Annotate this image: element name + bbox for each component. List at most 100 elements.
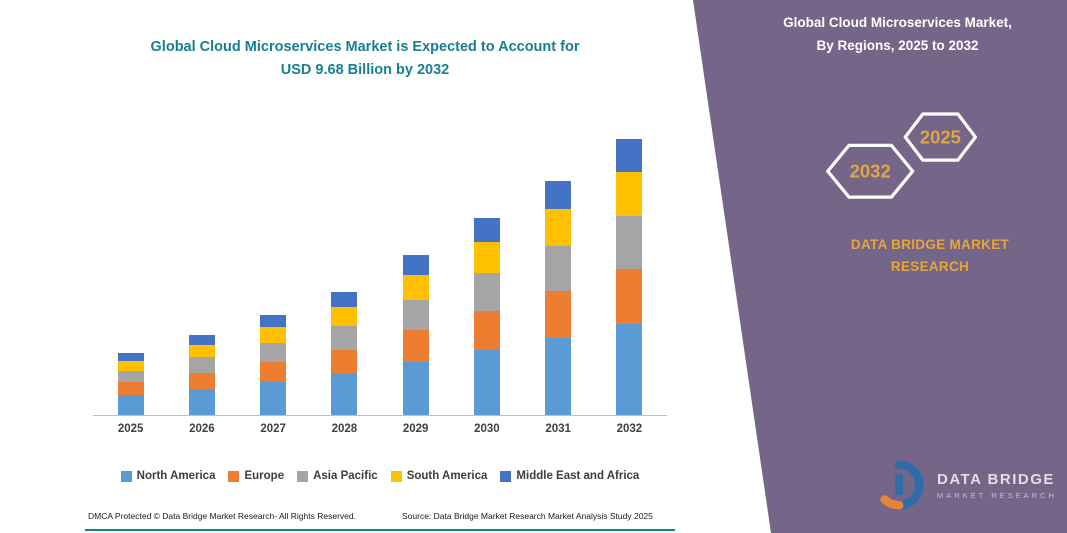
stacked-bar-2031	[545, 181, 572, 415]
data-bridge-logo-icon	[880, 460, 924, 510]
bar-group	[594, 120, 665, 415]
bar-group	[380, 120, 451, 415]
bar-group	[238, 120, 309, 415]
bar-group	[523, 120, 594, 415]
stacked-bar-2029	[402, 255, 429, 415]
bar-segment	[117, 360, 144, 371]
data-bridge-logo: DATA BRIDGE MARKET RESEARCH	[878, 460, 1057, 510]
bar-segment	[545, 181, 572, 210]
x-tick-label: 2028	[331, 423, 358, 435]
panel-heading: Global Cloud Microservices Market, By Re…	[745, 12, 1050, 58]
bar-segment	[545, 209, 572, 247]
x-axis-labels: 2025 2026 2027 2028 2029 2030 2031 2032	[95, 423, 665, 435]
bar-segment	[188, 357, 215, 373]
bar-group	[166, 120, 237, 415]
hexagon-2025-label: 2025	[920, 127, 961, 148]
legend: North America Europe Asia Pacific South Ame…	[80, 470, 680, 482]
x-tick-label: 2027	[260, 423, 286, 435]
bar-segment	[402, 362, 429, 415]
x-tick-label: 2026	[189, 423, 215, 435]
bar-group	[309, 120, 380, 415]
bar-segment	[402, 300, 429, 331]
chart-title-line2: USD 9.68 Billion by 2032	[280, 62, 450, 79]
bar-segment	[473, 310, 500, 350]
bar-segment	[188, 335, 215, 345]
bar-segment	[473, 273, 500, 311]
bar-segment	[117, 394, 144, 415]
legend-swatch	[500, 470, 512, 482]
hexagon-2032-label: 2032	[850, 161, 891, 182]
bar-segment	[117, 353, 144, 361]
bar-segment	[117, 370, 144, 383]
bar-segment	[188, 388, 215, 415]
stacked-bar-2028	[331, 292, 358, 415]
bar-segment	[616, 216, 643, 269]
chart-title: Global Cloud Microservices Market is Exp…	[75, 36, 655, 82]
bar-segment	[473, 350, 500, 415]
x-tick-label: 2029	[402, 423, 429, 435]
brand-text: DATA BRIDGE MARKET RESEARCH	[815, 234, 1045, 279]
x-tick-label: 2025	[117, 423, 144, 435]
stacked-bar-2025	[117, 353, 144, 415]
chart-title-line1: Global Cloud Microservices Market is Exp…	[150, 39, 580, 55]
legend-item: Middle East and Africa	[500, 470, 639, 482]
bar-segment	[331, 306, 358, 327]
bar-segment	[616, 324, 643, 415]
bar-group	[451, 120, 522, 415]
bar-group	[95, 120, 166, 415]
hexagon-2032-shape	[826, 143, 915, 199]
stacked-bar-2027	[260, 315, 287, 415]
bar-segment	[117, 382, 144, 395]
bar-segment	[545, 337, 572, 415]
stacked-bar-2030	[473, 218, 500, 415]
legend-item: Europe	[228, 470, 284, 482]
bar-segment	[260, 326, 287, 343]
bar-segment	[545, 290, 572, 338]
legend-item: South America	[390, 470, 488, 482]
stacked-bar-2026	[188, 335, 215, 415]
bar-segment	[545, 246, 572, 291]
bar-segment	[260, 381, 287, 415]
bar-segment	[473, 242, 500, 274]
bar-segment	[331, 374, 358, 415]
logo-texts: DATA BRIDGE MARKET RESEARCH	[937, 471, 1057, 500]
legend-label: South America	[406, 470, 488, 482]
logo-subtitle: MARKET RESEARCH	[937, 490, 1057, 500]
legend-label: Asia Pacific	[313, 470, 378, 482]
year-hexagons: 2032 2025	[826, 112, 978, 199]
brand-text-line2: RESEARCH	[890, 259, 970, 275]
legend-swatch	[297, 470, 309, 482]
panel-heading-line2: By Regions, 2025 to 2032	[816, 37, 979, 53]
x-tick-label: 2031	[545, 423, 571, 435]
bar-segment	[331, 292, 358, 307]
x-axis-line	[93, 415, 667, 416]
bar-segment	[331, 326, 358, 350]
footer-source-text: Source: Data Bridge Market Research Mark…	[402, 511, 653, 521]
hexagon-2025-shape	[903, 112, 978, 162]
bar-segment	[260, 342, 287, 363]
bar-segment	[402, 255, 429, 275]
bottom-accent-line	[85, 529, 675, 531]
bar-segment	[188, 344, 215, 358]
bar-segment	[188, 372, 215, 389]
x-tick-label: 2032	[616, 423, 643, 435]
legend-label: North America	[136, 470, 216, 482]
bar-segment	[402, 330, 429, 363]
legend-label: Middle East and Africa	[516, 470, 640, 482]
bar-segment	[260, 362, 287, 382]
bar-segment	[402, 274, 429, 301]
legend-swatch	[228, 470, 240, 482]
panel-heading-line1: Global Cloud Microservices Market,	[783, 15, 1012, 30]
bar-segment	[473, 218, 500, 243]
bars-area	[95, 120, 665, 415]
legend-swatch	[120, 470, 132, 482]
bar-segment	[260, 315, 287, 327]
legend-item: Asia Pacific	[297, 470, 378, 482]
bar-segment	[616, 268, 643, 325]
bar-segment	[616, 172, 643, 217]
bar-segment	[616, 139, 643, 173]
footer-dmca-text: DMCA Protected © Data Bridge Market Rese…	[88, 511, 356, 521]
x-tick-label: 2030	[474, 423, 500, 435]
legend-swatch	[390, 470, 402, 482]
